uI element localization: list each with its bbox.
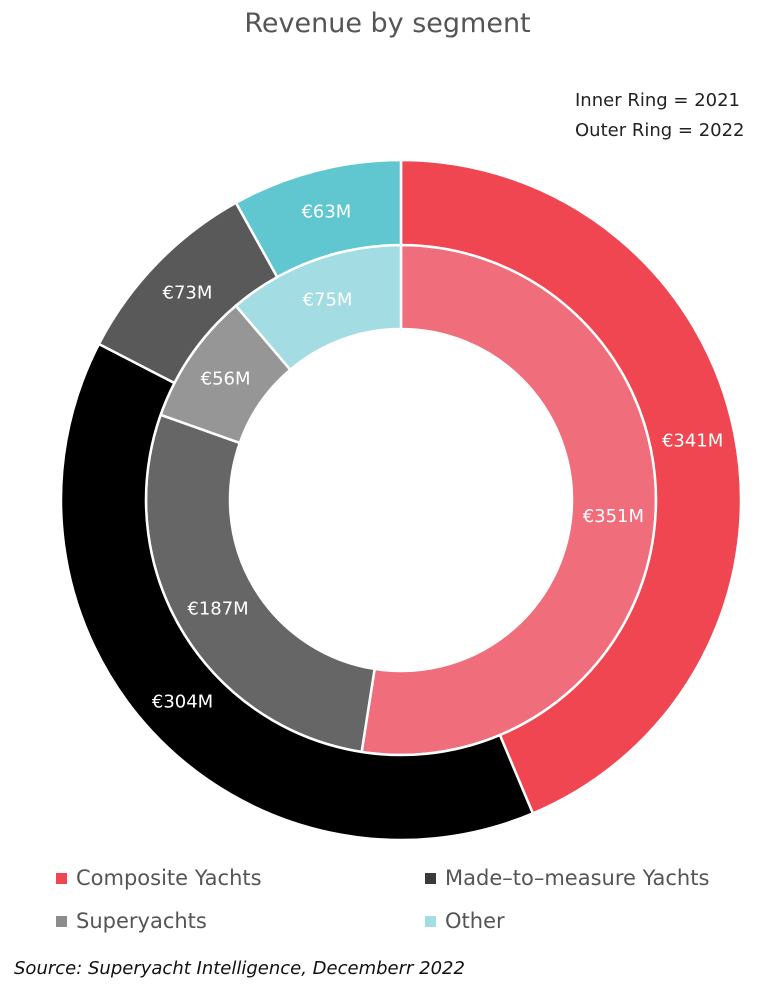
legend-item-composite-yachts: Composite Yachts bbox=[56, 866, 262, 890]
outer-ring-label-other: €63M bbox=[301, 202, 351, 223]
source-note: Source: Superyacht Intelligence, Decembe… bbox=[14, 958, 465, 979]
legend-item-other: Other bbox=[425, 909, 505, 933]
inner-ring-label-composite-yachts: €351M bbox=[583, 506, 644, 527]
legend-swatch-other bbox=[425, 915, 436, 927]
inner-ring-label-other: €75M bbox=[303, 290, 353, 311]
legend-swatch-superyachts bbox=[56, 915, 67, 927]
inner-ring-label-made-to-measure-yachts: €187M bbox=[187, 599, 248, 620]
outer-ring-slice-other bbox=[234, 158, 403, 279]
inner-ring-note: Inner Ring = 2021 bbox=[575, 90, 740, 111]
inner-ring-label-superyachts: €56M bbox=[201, 369, 251, 390]
legend-label-composite-yachts: Composite Yachts bbox=[76, 866, 262, 890]
legend-swatch-made-to-measure-yachts bbox=[425, 872, 436, 884]
outer-ring-label-superyachts: €73M bbox=[163, 282, 213, 303]
chart-title: Revenue by segment bbox=[244, 8, 531, 39]
legend-label-superyachts: Superyachts bbox=[76, 909, 207, 933]
legend-swatch-composite-yachts bbox=[56, 872, 67, 884]
legend-label-made-to-measure-yachts: Made–to–measure Yachts bbox=[445, 866, 710, 890]
outer-ring-slice-composite-yachts bbox=[399, 158, 743, 815]
outer-ring-slice-made-to-measure-yachts bbox=[59, 342, 535, 842]
legend-label-other: Other bbox=[445, 909, 505, 933]
outer-ring-note: Outer Ring = 2022 bbox=[575, 120, 745, 141]
outer-ring-label-composite-yachts: €341M bbox=[662, 431, 723, 452]
legend-item-superyachts: Superyachts bbox=[56, 909, 207, 933]
legend-item-made-to-measure-yachts: Made–to–measure Yachts bbox=[425, 866, 709, 890]
outer-ring-label-made-to-measure-yachts: €304M bbox=[152, 691, 213, 712]
